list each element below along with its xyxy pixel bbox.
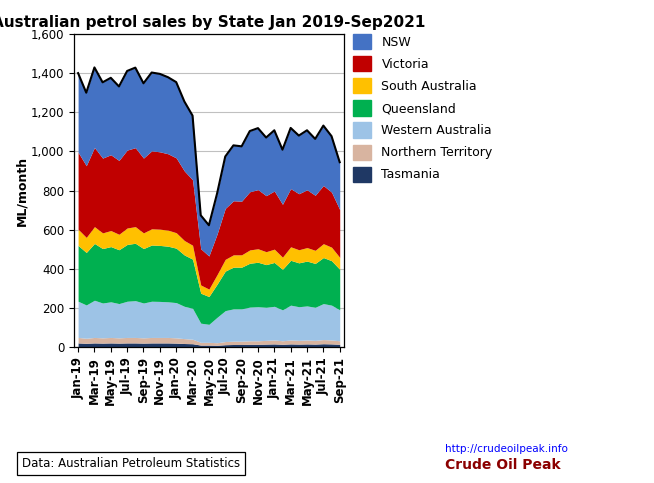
Text: http://crudeoilpeak.info: http://crudeoilpeak.info xyxy=(445,443,568,454)
Legend: NSW, Victoria, South Australia, Queensland, Western Australia, Northern Territor: NSW, Victoria, South Australia, Queensla… xyxy=(353,34,492,182)
Text: Data: Australian Petroleum Statistics: Data: Australian Petroleum Statistics xyxy=(22,457,240,470)
Text: Crude Oil Peak: Crude Oil Peak xyxy=(445,458,560,472)
Title: Australian petrol sales by State Jan 2019-Sep2021: Australian petrol sales by State Jan 201… xyxy=(0,15,426,30)
Y-axis label: ML/month: ML/month xyxy=(15,156,28,226)
